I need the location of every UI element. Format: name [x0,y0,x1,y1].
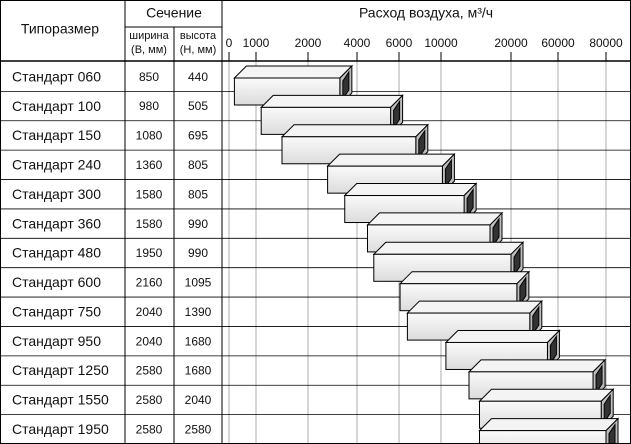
flow-header: Расход воздуха, м³/ч [359,5,493,21]
box-opening [603,393,611,424]
box-top [444,329,561,343]
box-top [467,359,607,373]
height-value: 1390 [185,305,212,319]
box-opening [342,70,350,101]
box-opening [519,276,527,307]
width-value: 1080 [136,129,163,143]
box-top [233,65,354,79]
box-top [259,94,404,108]
width-value: 2580 [136,364,163,378]
box-top [478,388,615,402]
x-tick-label: 1000 [243,36,270,50]
model-name: Стандарт 750 [12,303,101,319]
x-tick-label: 80000 [589,36,623,50]
flow-range [478,417,620,444]
height-header: (H, мм) [180,44,217,56]
model-name: Стандарт 480 [12,245,101,261]
x-tick-label: 0 [226,36,233,50]
width-header: ширина [129,30,169,42]
width-value: 2580 [136,422,163,436]
width-value: 1580 [136,187,163,201]
box-top [372,241,525,255]
width-value: 850 [139,70,159,84]
height-value: 1680 [185,334,212,348]
height-value: 2040 [185,393,212,407]
width-value: 1950 [136,246,163,260]
x-tick-label: 20000 [494,36,528,50]
height-value: 440 [188,70,208,84]
width-value: 2580 [136,393,163,407]
model-name: Стандарт 100 [12,98,101,114]
model-name: Стандарт 600 [12,274,101,290]
model-name: Стандарт 150 [12,127,101,143]
height-value: 2580 [185,422,212,436]
height-value: 505 [188,99,208,113]
box-opening [549,334,557,366]
x-tick-label: 2000 [295,36,322,50]
box-top [406,300,544,314]
model-name: Стандарт 300 [12,186,101,202]
height-value: 695 [188,129,208,143]
width-value: 1360 [136,158,163,172]
width-header: (B, мм) [131,44,167,56]
box-opening [492,217,500,248]
width-value: 980 [139,99,159,113]
box-top [478,418,620,432]
box-top [280,124,430,138]
model-name: Стандарт 1550 [12,392,109,408]
height-value: 805 [188,187,208,201]
model-header: Типоразмер [21,21,99,37]
box-opening [608,422,616,444]
height-value: 1680 [185,364,212,378]
height-header: высота [180,30,217,42]
box-opening [444,158,452,189]
box-opening [595,364,603,395]
width-value: 2160 [136,276,163,290]
box-top [398,271,531,285]
x-tick-label: 60000 [541,36,575,50]
height-value: 990 [188,246,208,260]
height-value: 805 [188,158,208,172]
x-tick-label: 4000 [344,36,371,50]
box-top [326,153,456,167]
model-name: Стандарт 950 [12,333,101,349]
box-front [479,430,607,444]
box-top [343,183,478,197]
model-name: Стандарт 1950 [12,421,109,437]
width-value: 1580 [136,217,163,231]
model-name: Стандарт 060 [12,68,101,84]
box-top [366,212,504,226]
model-name: Стандарт 360 [12,215,101,231]
x-tick-label: 6000 [386,36,413,50]
box-opening [513,246,521,277]
x-tick-label: 10000 [424,36,458,50]
model-name: Стандарт 1250 [12,362,109,378]
box-opening [393,99,401,131]
box-opening [532,305,540,336]
height-value: 1095 [185,276,212,290]
width-value: 2040 [136,305,163,319]
width-value: 2040 [136,334,163,348]
box-opening [418,129,426,160]
model-name: Стандарт 240 [12,157,101,173]
box-opening [466,187,474,219]
height-value: 990 [188,217,208,231]
section-header: Сечение [146,5,202,21]
